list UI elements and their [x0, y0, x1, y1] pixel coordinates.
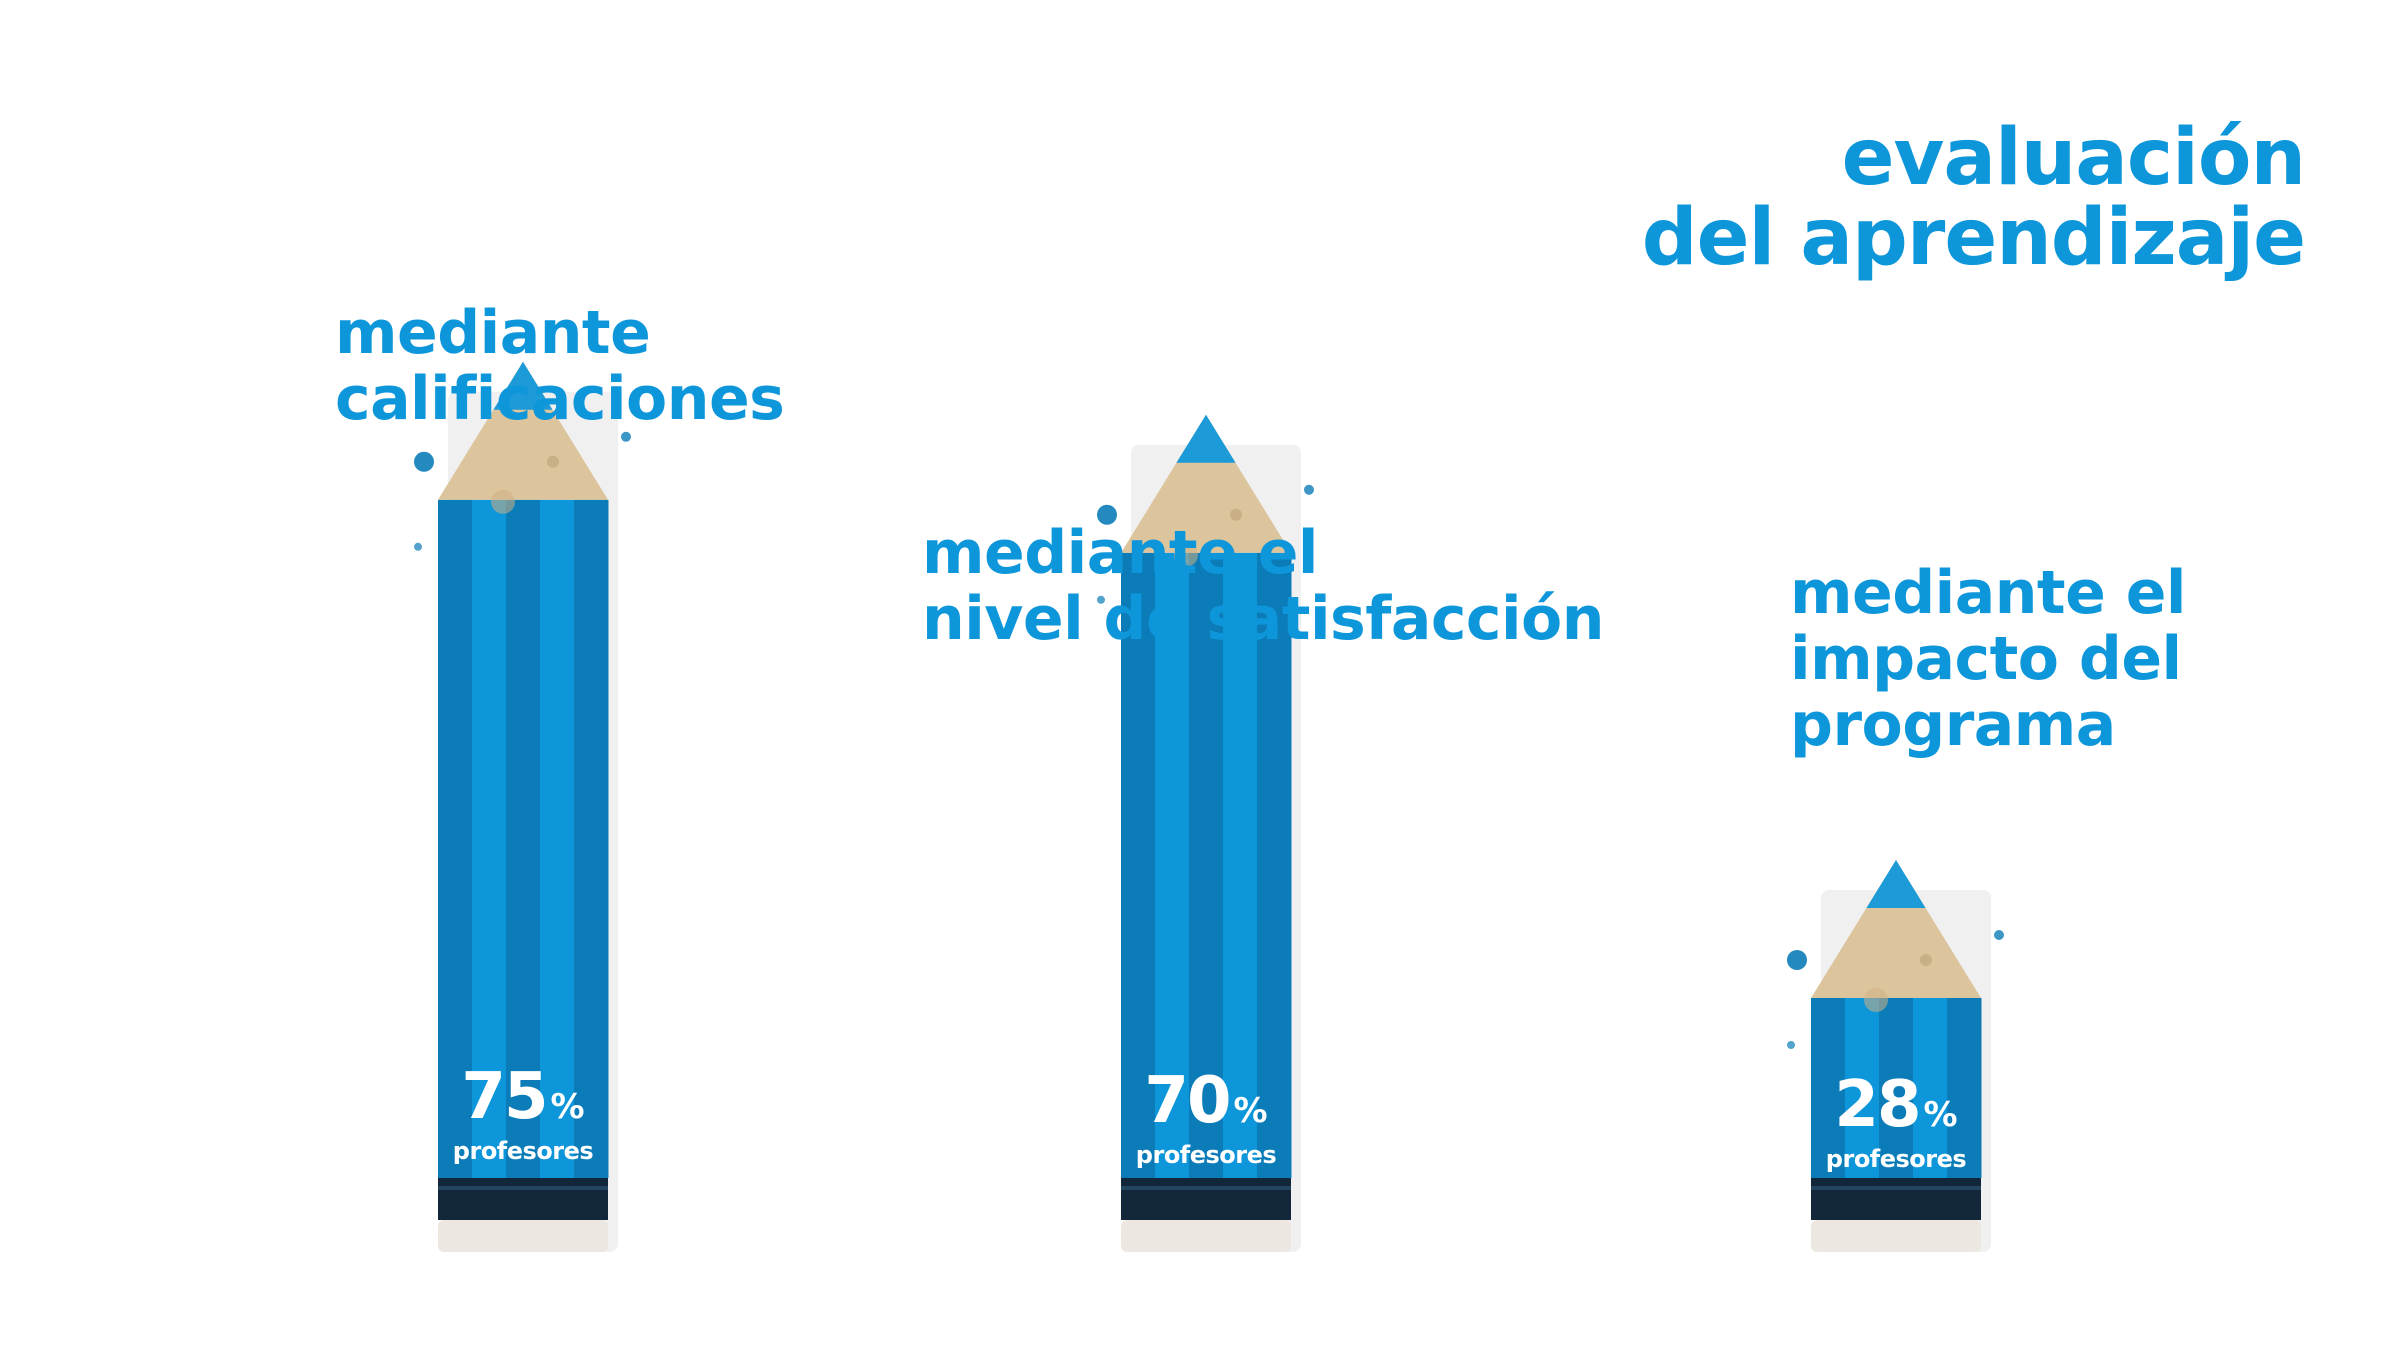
category-label-satisfaccion: mediante el nivel de satisfacción: [922, 520, 1604, 652]
main-title-line-2: del aprendizaje: [1641, 193, 2306, 283]
pencil-tip: [493, 361, 553, 410]
category-label-line: programa: [1790, 690, 2116, 760]
pencil-band: [1811, 1178, 1981, 1220]
category-label-line: mediante: [335, 298, 651, 368]
value-label-calificaciones: 75% profesores: [438, 1060, 608, 1165]
shaving-dot: [1787, 1041, 1795, 1049]
shaving-dot: [491, 489, 515, 514]
pencil-tip: [1176, 414, 1236, 463]
value-label-impacto: 28% profesores: [1811, 1068, 1981, 1173]
category-label-impacto: mediante el impacto del programa: [1790, 560, 2186, 758]
pencil-body-stripe: [472, 499, 507, 1178]
pencil-body-stripe: [1947, 998, 1982, 1178]
main-title-line-1: evaluación: [1841, 113, 2306, 203]
value-number: 75%: [461, 1060, 585, 1134]
shaving-dot: [1097, 504, 1117, 525]
shaving-dot: [1864, 988, 1888, 1012]
pencil-body-stripe: [506, 499, 541, 1178]
pencil-body-stripe: [574, 499, 609, 1178]
pencil-bar-satisfaccion: [1097, 414, 1314, 1252]
pencil-body-stripe: [1257, 552, 1292, 1178]
shaving-dot: [1304, 484, 1314, 495]
pencil-body-stripe: [1223, 552, 1258, 1178]
pencil-body-stripe: [1155, 552, 1190, 1178]
pencil-wood: [1811, 860, 1981, 998]
shaving-dot: [1174, 542, 1198, 567]
main-title: evaluación del aprendizaje: [1641, 113, 2306, 283]
pencil-eraser: [438, 1220, 608, 1252]
value-number: 28%: [1834, 1068, 1958, 1142]
pencil-band-line: [1121, 1186, 1291, 1190]
shaving-dot: [547, 455, 559, 468]
pencil-body-stripe: [438, 499, 473, 1178]
pencil-wood: [438, 361, 608, 500]
value-label-satisfaccion: 70% profesores: [1121, 1064, 1291, 1169]
shaving-dot: [1787, 950, 1807, 970]
category-label-line: nivel de satisfacción: [922, 584, 1604, 654]
pencil-band-line: [1811, 1186, 1981, 1190]
pencil-tip: [1866, 860, 1926, 908]
pencil-bar-calificaciones: [414, 361, 631, 1252]
pencil-eraser: [1121, 1220, 1291, 1252]
shaving-dot: [456, 557, 464, 566]
category-label-calificaciones: mediante calificaciones: [335, 298, 785, 434]
pencil-body-stripe: [1121, 552, 1156, 1178]
shaving-dot: [1139, 610, 1147, 619]
pencil-body-stripe: [1913, 998, 1948, 1178]
shaving-dot: [1994, 930, 2004, 940]
category-label-line: calificaciones: [335, 364, 785, 434]
pencil-wood: [1121, 414, 1291, 553]
pencil-body-stripe: [540, 499, 575, 1178]
pencil-body-stripe: [1845, 998, 1880, 1178]
pencil-bar-impacto: [1787, 860, 2004, 1252]
shaving-dot: [1920, 954, 1932, 966]
shaving-dot: [414, 542, 422, 551]
pencil-body-stripe: [1811, 998, 1846, 1178]
pencil-band: [438, 1178, 608, 1220]
pencil-band-line: [438, 1186, 608, 1190]
pencil-eraser: [1811, 1220, 1981, 1252]
value-unit: profesores: [1135, 1141, 1277, 1169]
pencil-body-stripe: [1879, 998, 1914, 1178]
value-number: 70%: [1144, 1064, 1268, 1138]
value-unit: profesores: [1825, 1145, 1967, 1173]
value-unit: profesores: [452, 1137, 594, 1165]
shaving-dot: [414, 451, 434, 472]
shaving-dot: [1829, 1056, 1837, 1064]
shaving-dot: [1230, 508, 1242, 521]
category-label-line: impacto del: [1790, 624, 2182, 694]
pencil-body-stripe: [1189, 552, 1224, 1178]
shaving-dot: [1097, 595, 1105, 604]
category-label-line: mediante el: [922, 518, 1318, 588]
category-label-line: mediante el: [1790, 558, 2186, 628]
pencil-band: [1121, 1178, 1291, 1220]
shaving-dot: [621, 431, 631, 442]
